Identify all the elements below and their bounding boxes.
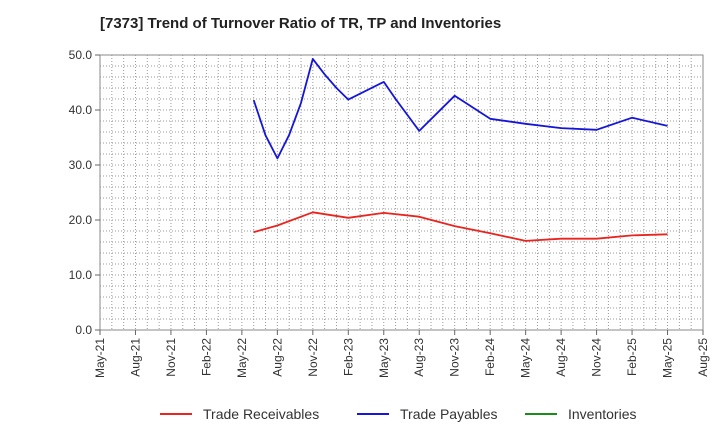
y-tick-label: 50.0 (69, 48, 93, 62)
x-tick-label: May-21 (93, 338, 107, 378)
series-lines (252, 58, 668, 242)
x-tick-label: Nov-21 (164, 338, 178, 377)
legend-label: Trade Receivables (203, 406, 319, 422)
x-tick-label: May-24 (519, 338, 533, 378)
x-axis: May-21 Aug-21 Nov-21 Feb-22 May-22 Aug-22 Nov-… (93, 330, 710, 378)
series-line (253, 211, 668, 242)
x-tick-label: Aug-22 (270, 338, 284, 377)
x-tick-label: Feb-23 (341, 338, 355, 376)
x-tick-label: Nov-24 (590, 338, 604, 377)
x-tick-label: Aug-21 (128, 338, 142, 377)
x-tick-label: Aug-23 (412, 338, 426, 377)
legend: Trade Receivables Trade Payables Inventori… (160, 406, 636, 422)
x-tick-label: Feb-22 (199, 338, 213, 376)
y-axis: 0.0 10.0 20.0 30.0 40.0 50.0 (69, 48, 100, 337)
y-tick-label: 40.0 (69, 103, 93, 117)
x-tick-label: May-23 (377, 338, 391, 378)
chart-title: [7373] Trend of Turnover Ratio of TR, TP… (100, 15, 502, 32)
series-line (252, 58, 668, 160)
x-tick-label: May-22 (235, 338, 249, 378)
plot-area-frame (99, 54, 704, 331)
y-tick-label: 0.0 (75, 323, 92, 337)
y-tick-label: 10.0 (69, 268, 93, 282)
x-tick-label: Nov-23 (448, 338, 462, 377)
legend-label: Trade Payables (400, 406, 498, 422)
x-tick-label: Aug-24 (554, 338, 568, 377)
x-tick-label: May-25 (661, 338, 675, 378)
legend-label: Inventories (568, 406, 636, 422)
x-tick-label: Nov-22 (306, 338, 320, 377)
x-tick-label: Aug-25 (696, 338, 710, 377)
grid-lines (100, 55, 703, 330)
x-tick-label: Feb-24 (483, 338, 497, 376)
y-tick-label: 30.0 (69, 158, 93, 172)
y-tick-label: 20.0 (69, 213, 93, 227)
x-tick-label: Feb-25 (625, 338, 639, 376)
